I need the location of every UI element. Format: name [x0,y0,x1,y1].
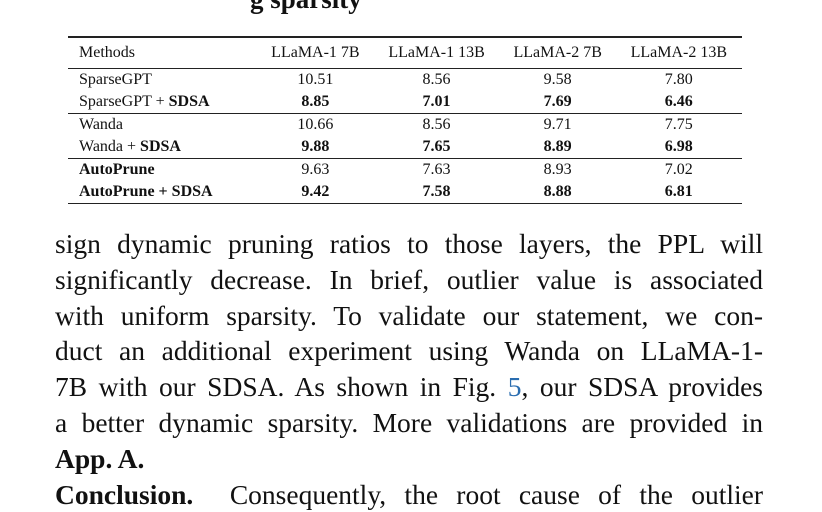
method-cell: Wanda [68,114,257,137]
value-cell: 7.69 [543,93,572,110]
table-row: Wanda 10.66 8.56 9.71 7.75 [68,114,742,137]
method-name: AutoPrune + SDSA [79,183,213,200]
method-cell: SparseGPT + SDSA [68,91,257,114]
value-cell: 7.65 [422,138,451,155]
method-name: SparseGPT [79,71,152,88]
text-line: Conclusion. Consequently, the root cause… [55,477,763,512]
text-line: with uniform sparsity. To validate our s… [55,299,763,331]
text: Consequently, the root cause of the outl… [193,478,763,510]
method-name: AutoPrune [79,161,155,178]
text-line: duct an additional experiment using Wand… [55,335,763,367]
value-cell: 7.63 [422,161,451,178]
value-cell: 7.58 [422,183,451,200]
method-name: Wanda [79,116,124,133]
text-line: a better dynamic sparsity. More validati… [55,406,763,438]
value-cell: 9.58 [543,71,572,88]
value-cell: 7.01 [422,93,451,110]
table-row: Wanda + SDSA 9.88 7.65 8.89 6.98 [68,136,742,159]
figure-link[interactable]: 5 [507,371,522,403]
value-cell: 9.42 [301,183,330,200]
value-cell: 9.63 [301,161,330,178]
method-cell: SparseGPT [68,69,257,92]
text-line: 7B with our SDSA. As shown in Fig. 5, ou… [55,369,763,405]
value-cell: 8.56 [422,116,451,133]
method-name: SparseGPT + [79,93,169,110]
column-header: Methods [79,44,135,61]
method-cell: Wanda + SDSA [68,136,257,159]
method-suffix: SDSA [140,138,181,155]
method-cell: AutoPrune + SDSA [68,181,257,204]
text: 7B with our SDSA. As shown in Fig. [55,371,508,403]
body-paragraph: sign dynamic pruning ratios to those lay… [55,226,763,512]
value-cell: 9.88 [301,138,330,155]
value-cell: 9.71 [543,116,572,133]
table-row: SparseGPT 10.51 8.56 9.58 7.80 [68,69,742,92]
appendix-reference[interactable]: App. A. [55,442,145,474]
value-cell: 6.98 [664,138,693,155]
results-table: Methods LLaMA-1 7B LLaMA-1 13B LLaMA-2 7B LL… [68,36,742,204]
value-cell: 7.02 [664,161,693,178]
value-cell: 8.56 [422,71,451,88]
value-cell: 8.88 [543,183,572,200]
text-line: sign dynamic pruning ratios to those lay… [55,228,763,259]
value-cell: 7.80 [664,71,693,88]
value-cell: 8.89 [543,138,572,155]
text-line: significantly decrease. In brief, outlie… [55,263,763,295]
table-header-row: Methods LLaMA-1 7B LLaMA-1 13B LLaMA-2 7B LL… [68,37,742,69]
value-cell: 6.81 [664,183,693,200]
column-header: LLaMA-1 7B [271,44,360,61]
column-header: LLaMA-2 13B [630,44,728,61]
paragraph-heading: Conclusion. [55,478,194,510]
table-row: AutoPrune + SDSA 9.42 7.58 8.88 6.81 [68,181,742,204]
cut-off-heading-fragment: g sparsity [250,0,362,15]
method-suffix: SDSA [168,93,210,110]
value-cell: 8.93 [543,161,572,178]
method-cell: AutoPrune [68,159,257,182]
value-cell: 10.51 [297,71,334,88]
value-cell: 6.46 [664,93,693,110]
text: , our SDSA provides [521,371,763,403]
column-header: LLaMA-1 13B [388,44,485,61]
value-cell: 8.85 [301,93,330,110]
table-row: AutoPrune 9.63 7.63 8.93 7.02 [68,159,742,182]
method-name: Wanda + [79,138,141,155]
value-cell: 10.66 [297,116,334,133]
column-header: LLaMA-2 7B [513,44,602,61]
table-row: SparseGPT + SDSA 8.85 7.01 7.69 6.46 [68,91,742,114]
value-cell: 7.75 [664,116,693,133]
